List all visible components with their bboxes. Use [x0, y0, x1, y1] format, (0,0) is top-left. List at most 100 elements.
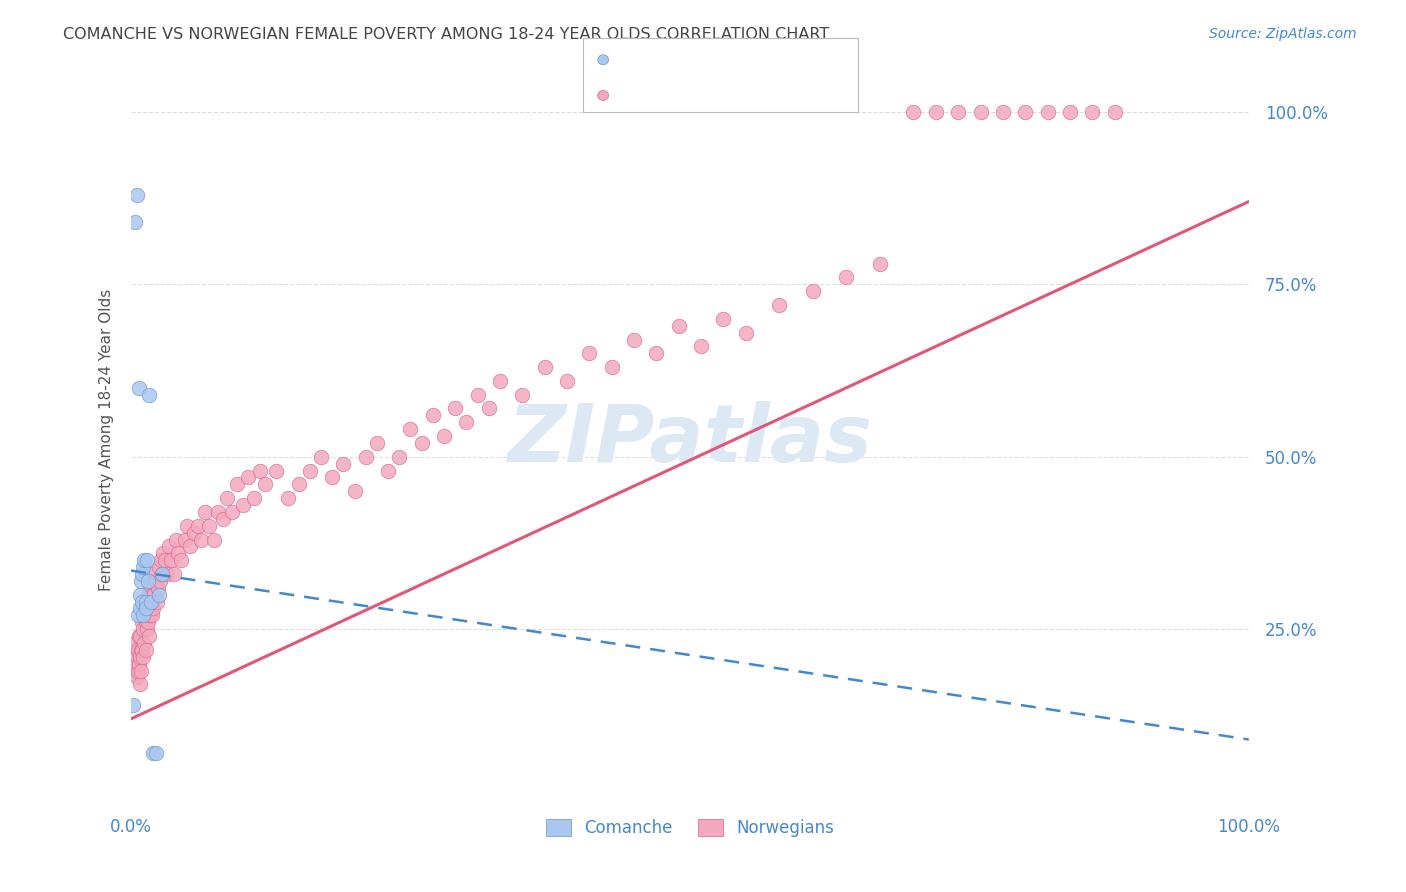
- Point: [135, 601, 157, 615]
- Point: [128, 381, 150, 395]
- Point: [150, 566, 173, 581]
- Point: [135, 615, 157, 630]
- Point: [135, 553, 157, 567]
- Point: [388, 450, 411, 464]
- Text: N =: N =: [742, 88, 776, 103]
- Point: [309, 450, 332, 464]
- Point: [132, 649, 155, 664]
- Point: [238, 470, 260, 484]
- Point: [141, 594, 163, 608]
- Point: [835, 270, 858, 285]
- Point: [129, 649, 152, 664]
- Point: [869, 257, 891, 271]
- Point: [176, 518, 198, 533]
- Point: [142, 747, 165, 761]
- Point: [925, 104, 948, 119]
- Text: -0.062: -0.062: [672, 53, 727, 67]
- Point: [232, 498, 254, 512]
- Point: [713, 311, 735, 326]
- Point: [165, 533, 187, 547]
- Point: [124, 636, 146, 650]
- Point: [142, 566, 165, 581]
- Point: [138, 387, 160, 401]
- Point: [127, 643, 149, 657]
- Point: [190, 533, 212, 547]
- Point: [131, 643, 153, 657]
- Point: [179, 540, 201, 554]
- Point: [135, 643, 157, 657]
- Point: [202, 533, 225, 547]
- Point: [645, 346, 668, 360]
- Point: [187, 518, 209, 533]
- Point: [152, 546, 174, 560]
- Point: [170, 553, 193, 567]
- Point: [600, 360, 623, 375]
- Point: [801, 284, 824, 298]
- Point: [156, 566, 179, 581]
- Point: [129, 643, 152, 657]
- Point: [135, 601, 157, 615]
- Point: [146, 581, 169, 595]
- Point: [131, 615, 153, 630]
- Point: [411, 436, 433, 450]
- Point: [129, 574, 152, 588]
- Point: [136, 615, 159, 630]
- Point: [122, 698, 145, 712]
- Point: [489, 374, 512, 388]
- Point: [138, 601, 160, 615]
- Point: [129, 664, 152, 678]
- Point: [668, 318, 690, 333]
- Point: [266, 464, 288, 478]
- Text: 119: 119: [778, 88, 808, 103]
- Text: ZIPatlas: ZIPatlas: [508, 401, 872, 478]
- Point: [456, 415, 478, 429]
- Point: [129, 629, 152, 643]
- Point: [734, 326, 756, 340]
- Point: [690, 339, 713, 353]
- Point: [991, 104, 1014, 119]
- Point: [198, 518, 221, 533]
- Legend: Comanche, Norwegians: Comanche, Norwegians: [540, 813, 841, 844]
- Text: COMANCHE VS NORWEGIAN FEMALE POVERTY AMONG 18-24 YEAR OLDS CORRELATION CHART: COMANCHE VS NORWEGIAN FEMALE POVERTY AMO…: [63, 27, 830, 42]
- Point: [768, 298, 790, 312]
- Point: [141, 574, 163, 588]
- Point: [173, 533, 195, 547]
- Point: [1104, 104, 1126, 119]
- Text: 23: 23: [778, 53, 799, 67]
- Point: [143, 588, 166, 602]
- Point: [131, 566, 153, 581]
- Point: [150, 553, 173, 567]
- Point: [254, 477, 277, 491]
- Point: [207, 505, 229, 519]
- Point: [478, 401, 501, 416]
- Text: 0.576: 0.576: [672, 88, 720, 103]
- Point: [467, 387, 489, 401]
- Point: [157, 540, 180, 554]
- Point: [128, 657, 150, 671]
- Point: [321, 470, 343, 484]
- Point: [145, 594, 167, 608]
- Point: [221, 505, 243, 519]
- Point: [148, 560, 170, 574]
- Point: [131, 594, 153, 608]
- Point: [343, 484, 366, 499]
- Point: [433, 429, 456, 443]
- Point: [124, 215, 146, 229]
- Point: [125, 649, 148, 664]
- Point: [1081, 104, 1104, 119]
- Point: [578, 346, 600, 360]
- Point: [162, 566, 184, 581]
- Point: [444, 401, 467, 416]
- Point: [1036, 104, 1059, 119]
- Point: [167, 546, 190, 560]
- Point: [128, 629, 150, 643]
- Point: [141, 608, 163, 623]
- Point: [129, 601, 152, 615]
- Text: N =: N =: [742, 53, 776, 67]
- Point: [127, 608, 149, 623]
- Point: [124, 657, 146, 671]
- Point: [946, 104, 969, 119]
- Point: [124, 643, 146, 657]
- Point: [136, 588, 159, 602]
- Point: [226, 477, 249, 491]
